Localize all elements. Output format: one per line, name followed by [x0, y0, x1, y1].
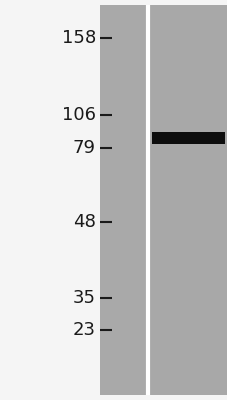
Bar [100, 5, 147, 395]
Text: 106: 106 [62, 106, 96, 124]
Text: 48: 48 [73, 213, 96, 231]
Text: 23: 23 [73, 321, 96, 339]
Bar [151, 132, 224, 144]
Text: 35: 35 [73, 289, 96, 307]
Text: 79: 79 [73, 139, 96, 157]
Text: 158: 158 [62, 29, 96, 47]
Bar [100, 5, 227, 395]
